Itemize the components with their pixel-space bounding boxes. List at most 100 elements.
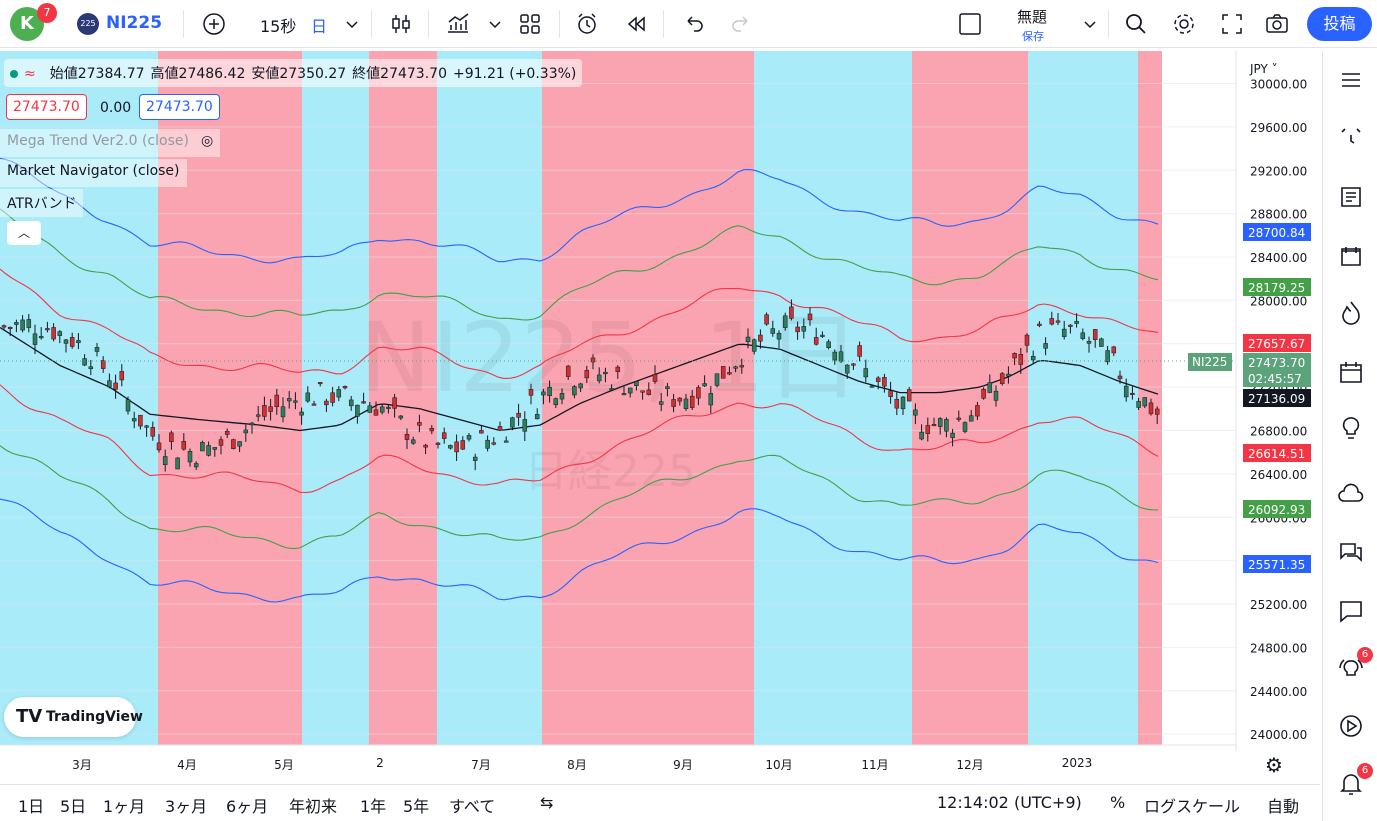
candle [26, 313, 32, 333]
price-label-text: 28700.84 [1248, 226, 1305, 240]
axis-settings[interactable]: ⚙ [1237, 751, 1321, 784]
symbol-tag: NI225 [1188, 353, 1232, 371]
candle [714, 373, 720, 388]
bell-icon[interactable] [1336, 769, 1366, 799]
chats-icon[interactable] [1336, 538, 1366, 568]
collapse-legend-button[interactable]: ︿ [7, 221, 41, 245]
candle [361, 392, 366, 404]
calendar-add-icon[interactable] [1336, 241, 1366, 271]
price-label-text: 26614.51 [1248, 447, 1305, 461]
range-6m[interactable]: 6ヶ月 [226, 797, 269, 816]
interval-button[interactable]: 15秒 [260, 17, 297, 36]
candle [882, 373, 887, 393]
price-tick: 28800.00 [1250, 208, 1307, 222]
candle [1154, 406, 1160, 425]
undo-icon[interactable] [680, 10, 708, 38]
candle [572, 385, 577, 399]
candle [820, 331, 825, 338]
compare-add-icon[interactable] [200, 10, 228, 38]
range-1d[interactable]: 1日 [18, 797, 45, 816]
fullscreen-icon[interactable] [1218, 10, 1246, 38]
candle [1111, 345, 1117, 357]
camera-icon[interactable] [1263, 10, 1291, 38]
candle [82, 354, 87, 367]
chevron-down-icon[interactable] [338, 10, 366, 38]
news-icon[interactable] [1336, 182, 1366, 212]
gear-icon[interactable] [1170, 10, 1198, 38]
wave-icon: ≈ [24, 66, 36, 82]
chevron-down-icon[interactable] [481, 10, 509, 38]
candles-icon[interactable] [387, 10, 415, 38]
range-5d[interactable]: 5日 [60, 797, 87, 816]
bottom-toolbar: 1日 5日 1ヶ月 3ヶ月 6ヶ月 年初来 1年 5年 すべて ⇆ 12:14:… [0, 784, 1320, 821]
range-ytd[interactable]: 年初来 [289, 797, 338, 816]
indicators-icon[interactable] [444, 10, 472, 38]
range-5y[interactable]: 5年 [403, 797, 430, 816]
range-all[interactable]: すべて [449, 797, 496, 816]
sell-price[interactable]: 27473.70 [6, 94, 87, 120]
time-tick: 7月 [471, 758, 491, 772]
watchlist-icon[interactable] [1336, 66, 1366, 96]
atr-upper-outer [0, 157, 1159, 264]
calendar-icon[interactable] [1336, 357, 1366, 387]
candle [516, 403, 521, 426]
clock[interactable]: 12:14:02 (UTC+9) [937, 793, 1082, 812]
price-chart[interactable]: NI225, 1日 日経225 30000.00 29600.00 29200.00… [0, 51, 1320, 751]
price-label-text: 26092.93 [1248, 503, 1305, 517]
flame-icon[interactable] [1336, 298, 1366, 328]
chart-area[interactable]: NI225, 1日 日経225 30000.00 29600.00 29200.00… [0, 51, 1320, 751]
time-axis[interactable]: 3月 4月 5月 2 7月 8月 9月 10月 11月 12月 2023 [0, 751, 1236, 784]
candle [962, 421, 968, 434]
symbol-search-button[interactable]: NI225 [106, 13, 163, 33]
range-1m[interactable]: 1ヶ月 [103, 797, 146, 816]
replay-icon[interactable] [622, 10, 650, 38]
candle [925, 417, 931, 442]
currency-label[interactable]: JPY ˅ [1249, 62, 1278, 76]
percent-toggle[interactable]: % [1110, 793, 1126, 812]
candle [32, 324, 38, 355]
save-label[interactable]: 保存 [1022, 30, 1044, 43]
log-scale-toggle[interactable]: ログスケール [1144, 797, 1241, 816]
chevron-down-icon[interactable] [1076, 10, 1104, 38]
play-stream-icon[interactable] [1336, 711, 1366, 741]
indicator-legend-3[interactable]: ATRバンド [0, 189, 84, 217]
gear-icon[interactable]: ⚙ [1265, 753, 1283, 777]
candle [386, 404, 391, 414]
alarm-clock-icon[interactable] [1336, 125, 1366, 155]
candle [665, 382, 670, 397]
tv-logo-icon: TV [16, 706, 43, 727]
indicator-legend-1[interactable]: Mega Trend Ver2.0 (close) ◎ [0, 129, 221, 157]
candle [851, 363, 856, 370]
tradingview-logo[interactable]: TV TradingView [4, 697, 143, 737]
date-range-icon[interactable]: ⇆ [540, 793, 554, 812]
range-1y[interactable]: 1年 [360, 797, 387, 816]
redo-icon[interactable] [727, 10, 755, 38]
candle [634, 381, 639, 391]
candle [187, 448, 193, 467]
alert-add-icon[interactable] [574, 10, 602, 38]
lightbulb-icon[interactable] [1336, 414, 1366, 444]
layout-name[interactable]: 無題 [1017, 8, 1048, 26]
candle [69, 332, 75, 349]
time-tick: 3月 [72, 758, 92, 772]
candle [708, 386, 714, 414]
fullscreen-square-icon[interactable] [956, 10, 984, 38]
candle [448, 444, 453, 450]
auto-scale-toggle[interactable]: 自動 [1267, 797, 1300, 816]
search-icon[interactable] [1122, 10, 1150, 38]
chat-icon[interactable] [1336, 596, 1366, 626]
buy-price[interactable]: 27473.70 [139, 94, 220, 120]
publish-button[interactable]: 投稿 [1307, 7, 1372, 41]
layouts-icon[interactable] [516, 10, 544, 38]
change-value: +91.21 (+0.33%) [452, 66, 577, 82]
timeframe-button[interactable]: 日 [311, 17, 328, 36]
range-3m[interactable]: 3ヶ月 [165, 797, 208, 816]
indicator-legend-2[interactable]: Market Navigator (close) [0, 159, 187, 187]
low-label: 安値 [251, 66, 280, 82]
cloud-chat-icon[interactable] [1336, 481, 1366, 511]
candle [497, 421, 503, 432]
trend-region-2 [302, 51, 369, 745]
eye-off-icon[interactable]: ◎ [200, 133, 214, 149]
candle [131, 411, 137, 429]
